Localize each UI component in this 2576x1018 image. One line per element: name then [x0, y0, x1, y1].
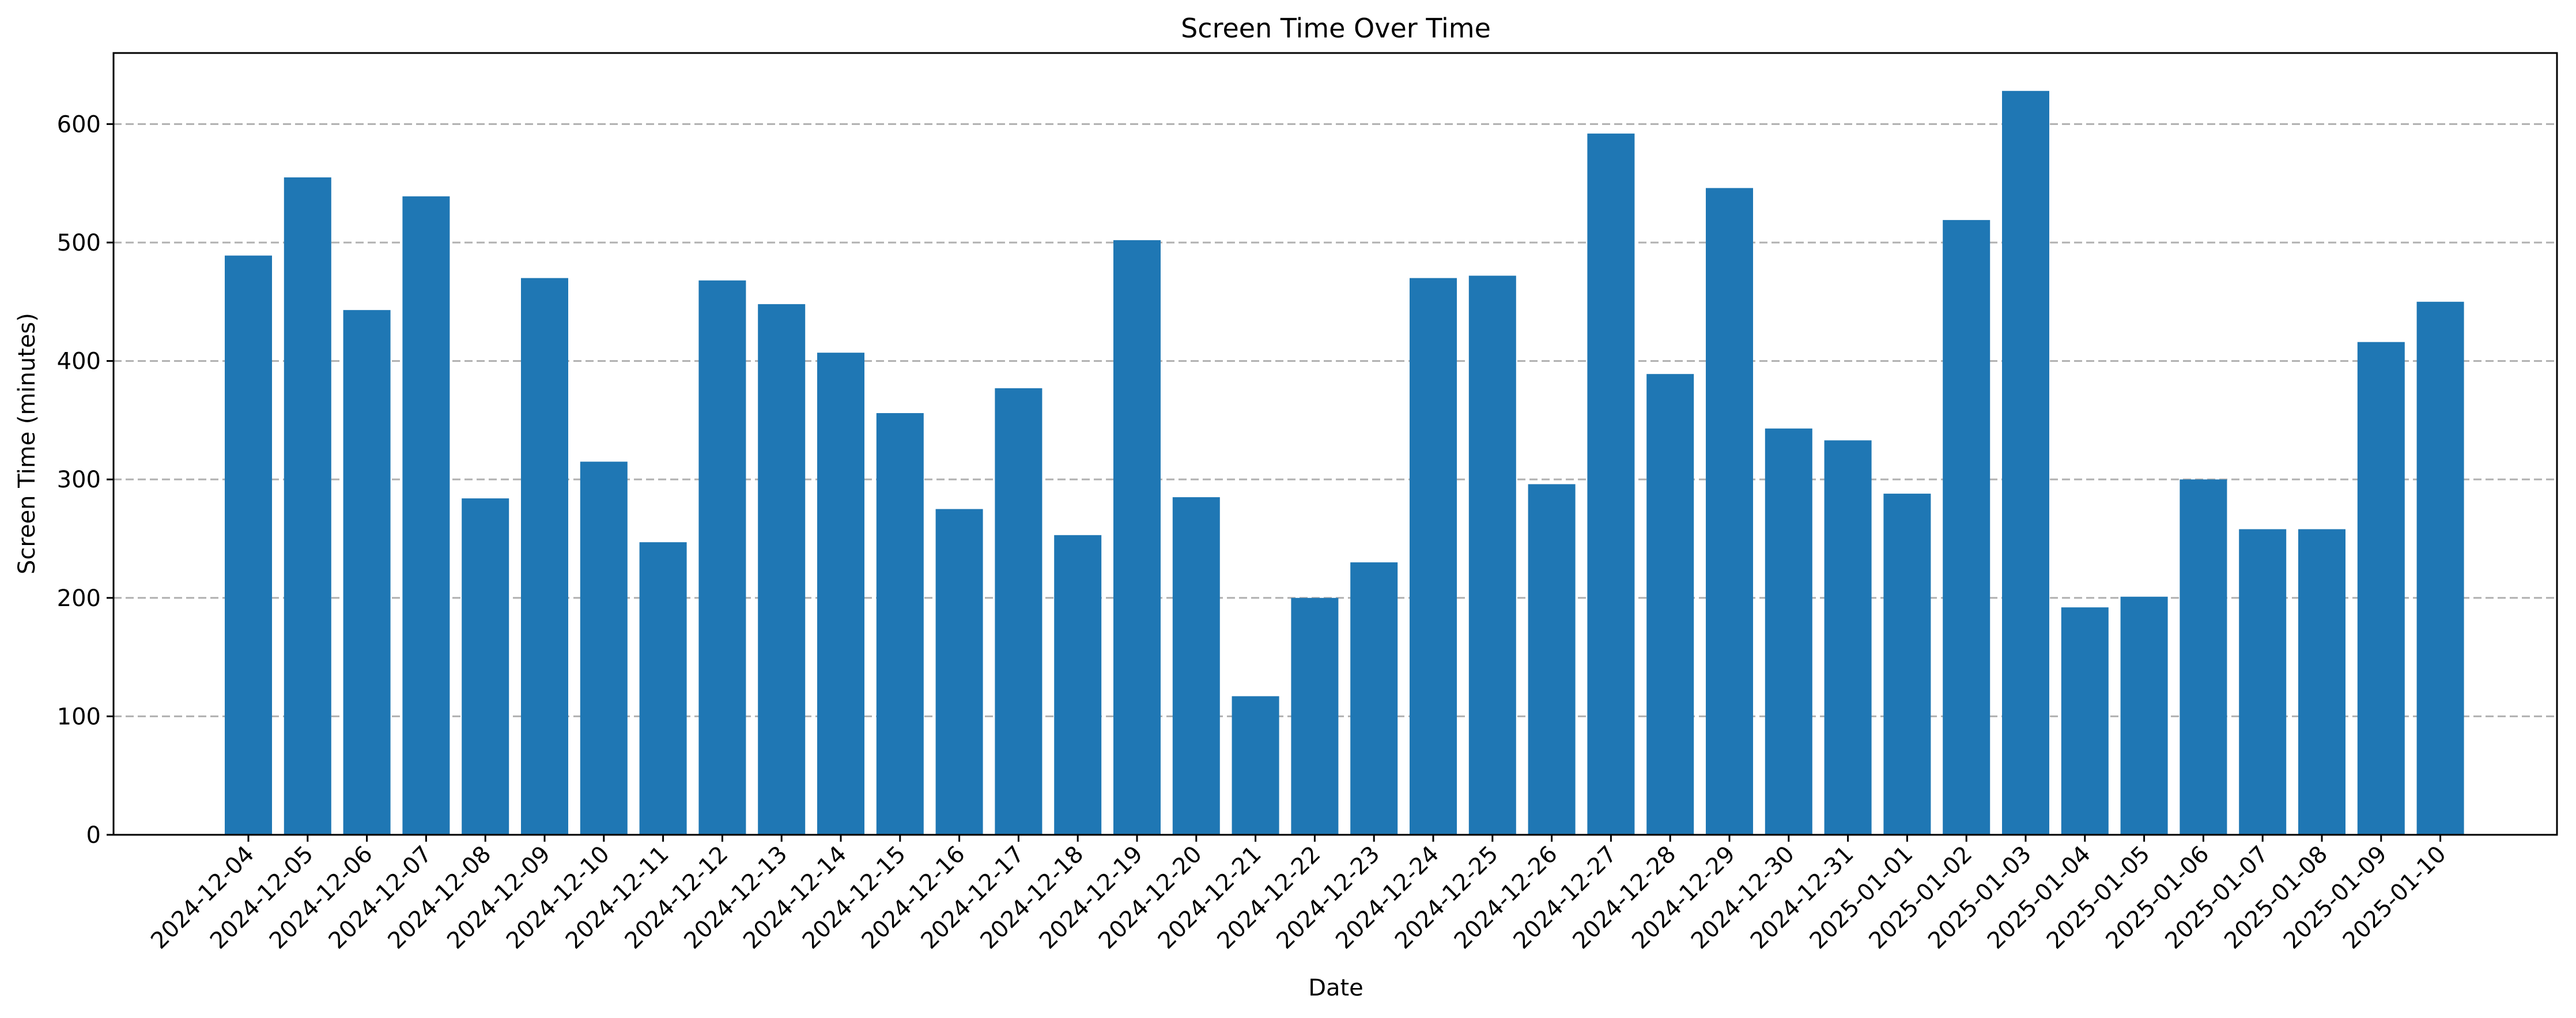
- bar: [1232, 696, 1279, 835]
- y-axis: 0 100 200 300 400 500 600: [57, 111, 114, 849]
- y-axis-label: Screen Time (minutes): [14, 313, 40, 574]
- bar: [1468, 275, 1516, 835]
- y-tick-label: 100: [57, 703, 101, 730]
- bar: [1706, 188, 1753, 835]
- bar: [462, 498, 509, 835]
- y-tick-label: 300: [57, 467, 101, 493]
- bar: [1883, 493, 1931, 835]
- x-tick-label: 2025-01-10: [2338, 841, 2452, 955]
- bar: [1113, 240, 1161, 835]
- x-axis-label: Date: [1308, 975, 1363, 1001]
- bars: [225, 90, 2464, 835]
- plot-frame: [112, 52, 2558, 836]
- bar: [817, 353, 864, 835]
- bar: [935, 509, 983, 835]
- bar: [876, 413, 924, 835]
- bar: [2357, 342, 2405, 835]
- bar: [698, 280, 746, 835]
- bar: [2180, 479, 2227, 835]
- y-tick-label: 200: [57, 585, 101, 612]
- bar: [2416, 301, 2464, 835]
- bar: [1410, 278, 1457, 835]
- bar: [2002, 90, 2049, 835]
- bar: [2120, 596, 2168, 835]
- bar: [1824, 440, 1872, 835]
- y-tick-label: 400: [57, 349, 101, 375]
- bar: [225, 255, 272, 835]
- bar: [1172, 497, 1220, 835]
- bar: [1291, 597, 1339, 835]
- bar: [580, 461, 628, 835]
- bar: [1350, 562, 1398, 835]
- bar: [1528, 484, 1576, 835]
- bar: [995, 388, 1043, 835]
- bar: [1054, 535, 1102, 835]
- y-tick-label: 600: [57, 111, 101, 138]
- bar: [2061, 607, 2109, 835]
- bar: [1587, 133, 1635, 835]
- y-tick-label: 500: [57, 230, 101, 256]
- bar: [2239, 529, 2287, 835]
- x-axis: 2024-12-042024-12-052024-12-062024-12-07…: [146, 835, 2452, 954]
- bar: [639, 542, 687, 835]
- bar: [758, 304, 806, 835]
- bar: [284, 177, 331, 835]
- bar: [1943, 220, 1990, 835]
- bar: [2298, 529, 2345, 835]
- bar: [521, 278, 568, 835]
- bar: [1646, 374, 1694, 835]
- bar: [343, 310, 391, 835]
- bar: [402, 196, 450, 835]
- chart-title: Screen Time Over Time: [1181, 13, 1491, 44]
- y-tick-label: 0: [86, 822, 101, 849]
- bar: [1765, 428, 1812, 835]
